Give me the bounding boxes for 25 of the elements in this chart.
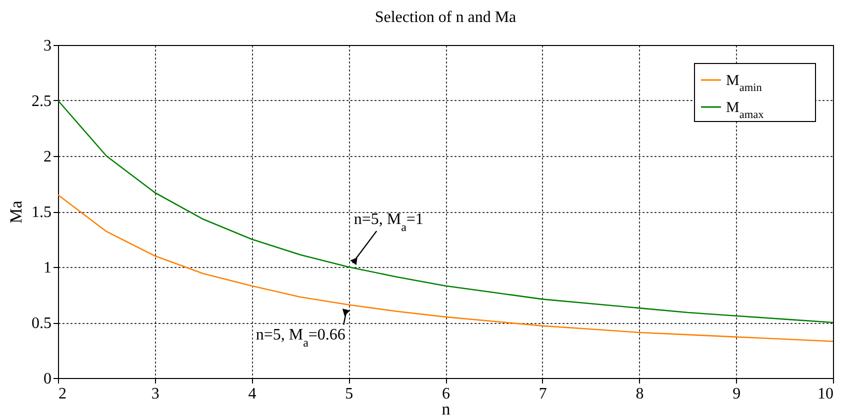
line-series (57, 194, 834, 342)
y-axis-title: Ma (6, 200, 26, 224)
y-tick-label: 1 (44, 260, 52, 276)
x-tick-label: 9 (732, 386, 741, 402)
legend-label: M$_{amin}$ (726, 73, 762, 94)
x-tick-label: 4 (248, 386, 256, 402)
y-tick-label: 2.5 (32, 93, 52, 110)
line-series (57, 100, 834, 324)
annotation: n=5, M$_{a}$=0.66 (256, 326, 346, 350)
x-axis-title: n (442, 400, 451, 418)
y-tick-label: 2 (44, 148, 52, 166)
chart-title: Selection of n and Ma (374, 9, 516, 26)
x-tick-label: 10 (818, 386, 834, 402)
x-tick-label: 3 (151, 386, 160, 402)
annotation: n=5, M$_{a}$=1 (354, 211, 424, 234)
y-tick-label: 3 (44, 38, 52, 54)
x-tick-label: 8 (636, 386, 644, 402)
y-tick-label: 0.5 (32, 315, 52, 332)
y-tick-label: 0 (44, 370, 52, 388)
x-tick-label: 7 (538, 386, 547, 402)
y-tick-label: 1.5 (32, 204, 52, 221)
x-tick-label: 6 (442, 386, 450, 402)
x-tick-label: 2 (58, 386, 66, 402)
x-tick-label: 5 (345, 386, 354, 402)
legend-label: M$_{amax}$ (726, 100, 764, 121)
